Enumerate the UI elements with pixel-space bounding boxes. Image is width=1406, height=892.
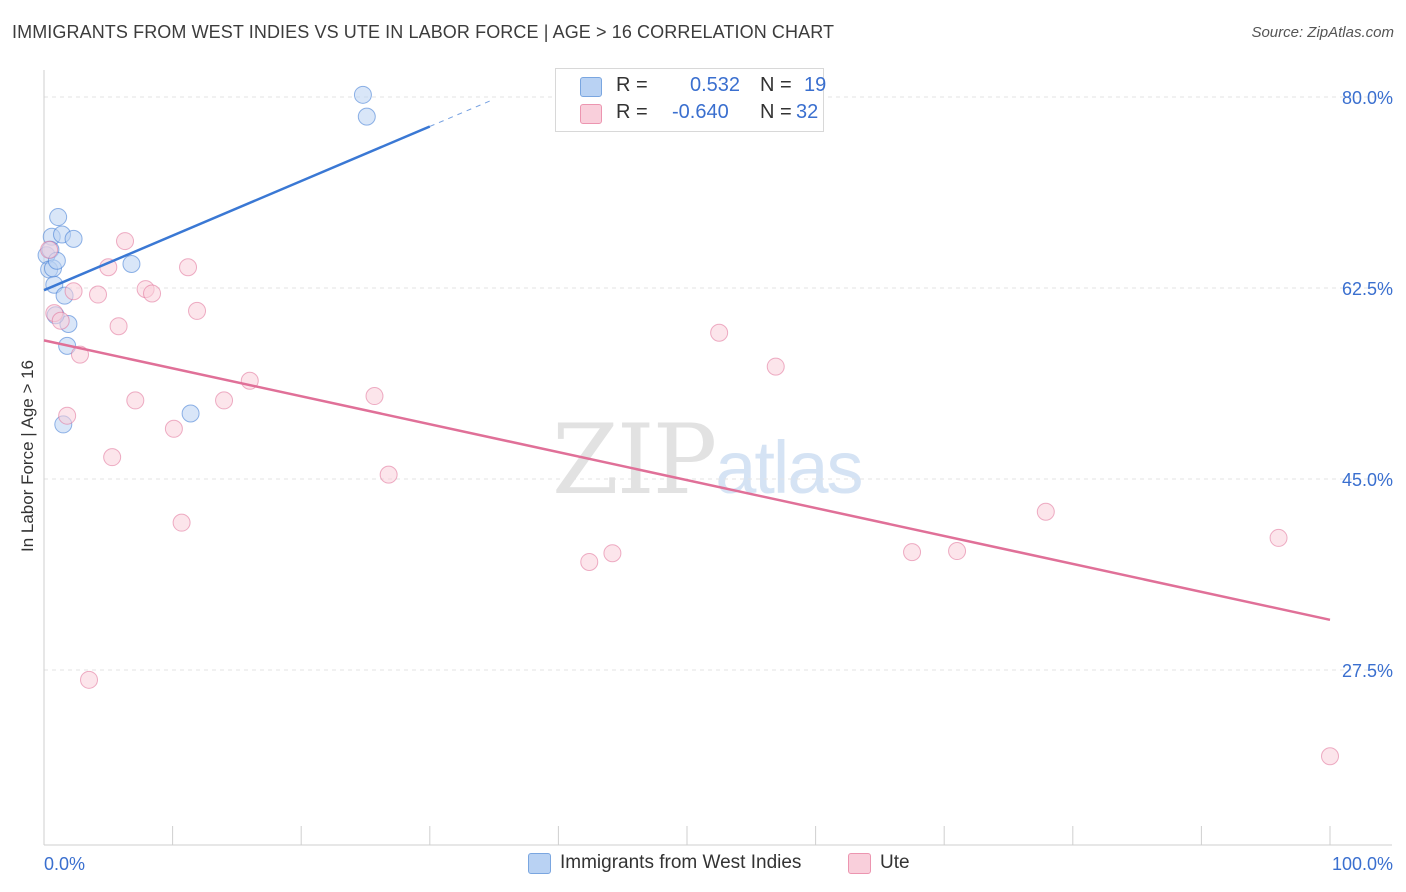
ute-point bbox=[40, 240, 59, 259]
correlation-legend: R = 0.532 N = 19 R = -0.640 N = 32 bbox=[555, 68, 827, 132]
legend-n-value: 19 bbox=[804, 74, 827, 96]
y-axis-label: In Labor Force | Age > 16 bbox=[18, 359, 37, 553]
chart-title: IMMIGRANTS FROM WEST INDIES VS UTE IN LA… bbox=[12, 22, 835, 42]
x-tick-label: 100.0% bbox=[1332, 854, 1393, 874]
bottom-legend-swatch-ute bbox=[848, 853, 871, 874]
ute-point bbox=[580, 552, 599, 571]
ute-point bbox=[379, 465, 398, 484]
ute-point bbox=[188, 301, 207, 320]
watermark: ZIPatlas bbox=[552, 404, 864, 516]
west-indies-point bbox=[49, 208, 68, 227]
ute-point bbox=[710, 323, 729, 342]
watermark-zip: ZIP bbox=[552, 404, 717, 516]
ute-point bbox=[215, 391, 234, 410]
y-tick-label: 45.0% bbox=[1342, 470, 1393, 490]
west-indies-point bbox=[353, 85, 372, 104]
legend-n-label: N = bbox=[760, 74, 792, 96]
ute-point bbox=[903, 543, 922, 562]
legend-swatch-ute bbox=[580, 104, 602, 124]
ute-point bbox=[126, 391, 145, 410]
y-tick-label: 27.5% bbox=[1342, 661, 1393, 681]
west-indies-trend-line bbox=[43, 125, 431, 292]
legend-r-value: 0.532 bbox=[690, 74, 741, 96]
west-indies-point bbox=[122, 254, 141, 273]
ute-point bbox=[164, 419, 183, 438]
x-tick-label: 0.0% bbox=[44, 854, 85, 874]
ute-point bbox=[116, 232, 135, 251]
ute-point bbox=[143, 284, 162, 303]
ute-point bbox=[603, 544, 622, 563]
ute-point bbox=[51, 311, 70, 330]
ute-trend-line bbox=[43, 339, 1331, 622]
ute-point bbox=[109, 317, 128, 336]
ute-point bbox=[58, 406, 77, 425]
source-label: Source: ZipAtlas.com bbox=[1251, 24, 1394, 41]
watermark-atlas: atlas bbox=[715, 426, 863, 509]
legend-r-value: -0.640 bbox=[672, 101, 729, 123]
legend-n-value: 32 bbox=[796, 101, 819, 123]
ute-point bbox=[89, 285, 108, 304]
ute-point bbox=[365, 387, 384, 406]
legend-r-label: R = bbox=[616, 101, 648, 123]
y-tick-label: 62.5% bbox=[1342, 279, 1393, 299]
ute-point bbox=[766, 357, 785, 376]
west-indies-point bbox=[64, 229, 83, 248]
legend-r-label: R = bbox=[616, 74, 648, 96]
ute-point bbox=[103, 448, 122, 467]
ute-point bbox=[1269, 528, 1288, 547]
ute-point bbox=[1036, 502, 1055, 521]
west-indies-point bbox=[357, 107, 376, 126]
ute-point bbox=[172, 513, 191, 532]
ute-point bbox=[64, 282, 83, 301]
ute-point bbox=[80, 670, 99, 689]
west-indies-point bbox=[181, 404, 200, 423]
bottom-legend-swatch-west-indies bbox=[528, 853, 551, 874]
bottom-legend-label-ute: Ute bbox=[880, 852, 910, 873]
legend-swatch-west-indies bbox=[580, 77, 602, 97]
west-indies-trend-extension bbox=[429, 98, 495, 127]
ute-point bbox=[179, 258, 198, 277]
bottom-legend-label-west-indies: Immigrants from West Indies bbox=[560, 852, 802, 873]
ute-point bbox=[1321, 747, 1339, 766]
y-tick-label: 80.0% bbox=[1342, 88, 1393, 108]
ute-point bbox=[948, 542, 967, 561]
legend-n-label: N = bbox=[760, 101, 792, 123]
